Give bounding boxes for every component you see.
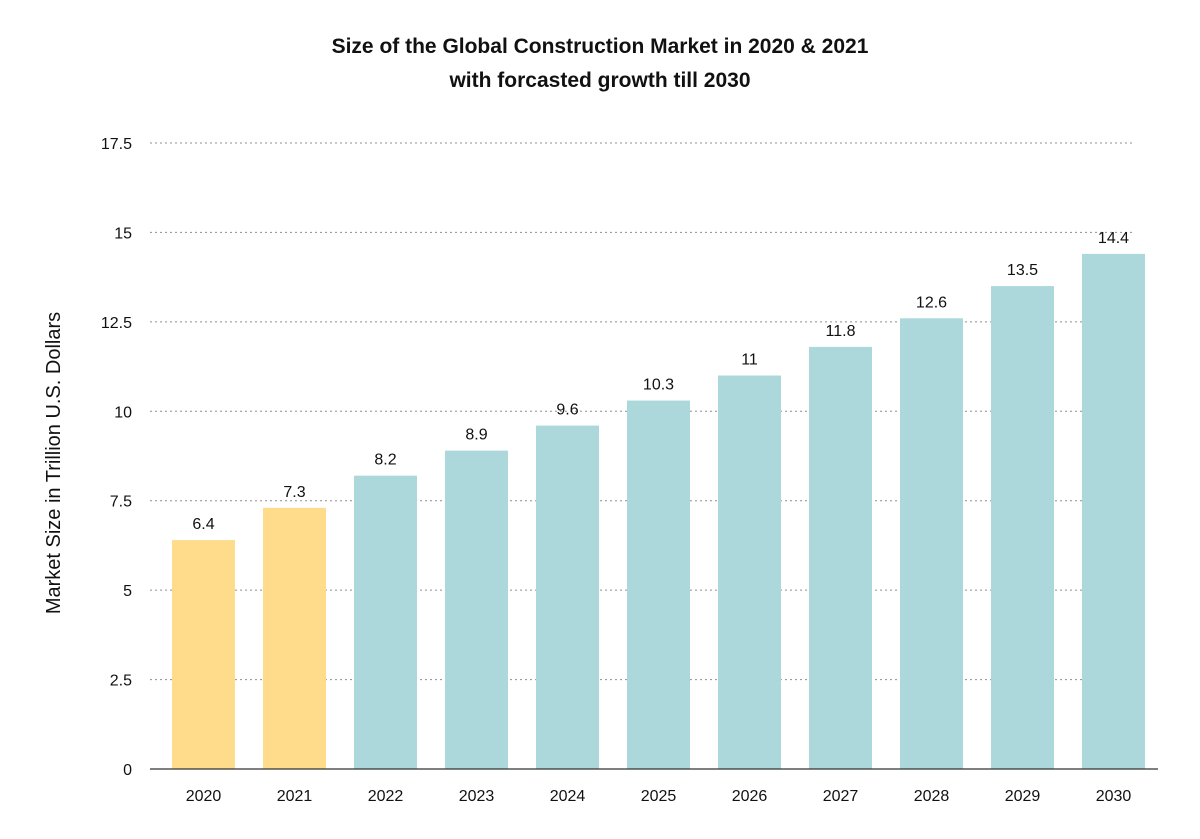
y-tick-label: 12.5 bbox=[101, 315, 132, 332]
bar bbox=[263, 507, 326, 769]
y-tick-label: 17.5 bbox=[101, 136, 132, 153]
bar bbox=[354, 475, 417, 769]
x-tick-label: 2021 bbox=[277, 788, 313, 805]
data-label: 11 bbox=[741, 352, 758, 369]
bar bbox=[809, 346, 872, 769]
x-tick-label: 2028 bbox=[914, 788, 950, 805]
x-tick-label: 2022 bbox=[368, 788, 404, 805]
chart-title: Size of the Global Construction Market i… bbox=[331, 35, 869, 58]
y-tick-label: 15 bbox=[114, 225, 132, 242]
bar bbox=[900, 318, 963, 769]
chart-subtitle: with forcasted growth till 2030 bbox=[449, 69, 751, 92]
y-tick-label: 0 bbox=[123, 762, 132, 779]
data-label: 14.4 bbox=[1098, 230, 1129, 247]
y-tick-label: 10 bbox=[114, 404, 132, 421]
gridlines bbox=[150, 142, 1135, 681]
bars bbox=[172, 253, 1145, 770]
bar bbox=[627, 400, 690, 769]
data-label: 7.3 bbox=[283, 484, 305, 501]
bar bbox=[1082, 253, 1145, 770]
y-axis-title: Market Size in Trillion U.S. Dollars bbox=[43, 312, 65, 614]
bar bbox=[991, 286, 1054, 769]
bar bbox=[718, 375, 781, 769]
data-label: 13.5 bbox=[1007, 262, 1038, 279]
y-tick-label: 5 bbox=[123, 583, 132, 600]
x-tick-label: 2024 bbox=[550, 788, 586, 805]
data-label: 6.4 bbox=[192, 516, 214, 533]
x-tick-label: 2025 bbox=[641, 788, 677, 805]
x-tick-label: 2029 bbox=[1005, 788, 1041, 805]
y-tick-label: 2.5 bbox=[110, 673, 132, 690]
x-tick-label: 2030 bbox=[1096, 788, 1132, 805]
bar bbox=[445, 450, 508, 769]
data-label: 12.6 bbox=[916, 294, 947, 311]
data-label: 11.8 bbox=[826, 323, 856, 340]
bar bbox=[536, 425, 599, 769]
x-tick-label: 2027 bbox=[823, 788, 859, 805]
data-label: 10.3 bbox=[643, 377, 674, 394]
y-tick-label: 7.5 bbox=[110, 494, 132, 511]
bar bbox=[172, 540, 235, 769]
x-tick-label: 2023 bbox=[459, 788, 495, 805]
data-label: 8.9 bbox=[465, 427, 487, 444]
data-label: 9.6 bbox=[556, 402, 578, 419]
x-tick-label: 2026 bbox=[732, 788, 768, 805]
x-tick-label: 2020 bbox=[186, 788, 222, 805]
labels: 0 2.5 5 7.5 10 12.5 15 17.5 6.4 2020 7.3 2021 8.2 202… bbox=[101, 136, 1132, 805]
data-label: 8.2 bbox=[374, 452, 396, 469]
